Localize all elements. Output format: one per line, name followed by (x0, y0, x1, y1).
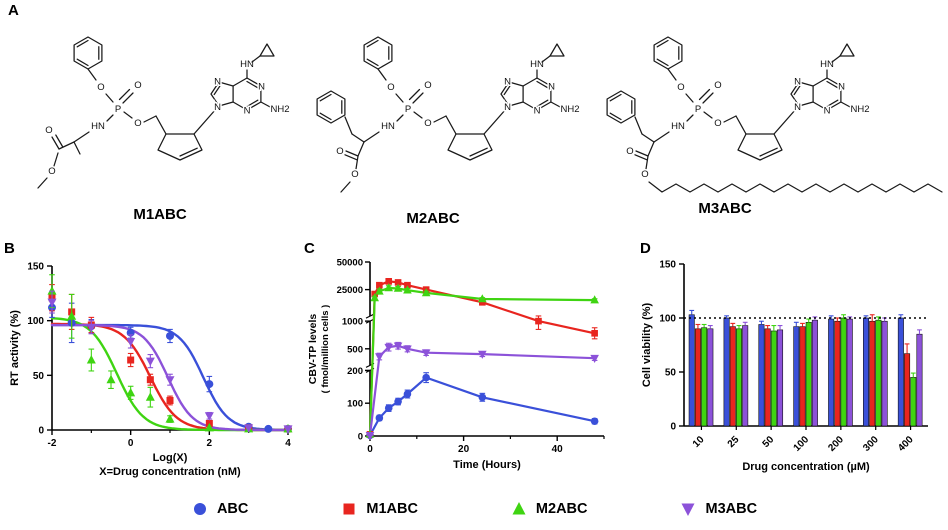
cell-viability-plot: 0 50 100 150 10 25 50 100 200 300 400 Drug concentr… (641, 260, 928, 473)
svg-text:O: O (351, 169, 358, 180)
svg-text:40: 40 (552, 444, 564, 455)
legend-label: M2ABC (535, 501, 588, 517)
svg-text:RT activity (%): RT activity (%) (9, 310, 21, 386)
svg-text:100: 100 (659, 314, 676, 325)
svg-text:500: 500 (347, 344, 363, 355)
svg-text:O: O (45, 125, 52, 136)
molecule-m3abc-label: M3ABC (698, 200, 752, 217)
svg-text:Drug concentration (µM): Drug concentration (µM) (742, 461, 870, 473)
svg-text:1000: 1000 (342, 317, 363, 328)
svg-text:100: 100 (792, 434, 812, 454)
svg-text:10: 10 (691, 434, 707, 450)
svg-text:CBV-TP levels: CBV-TP levels (307, 314, 319, 385)
legend-item-m3abc: M3ABC (679, 501, 757, 517)
legend-label: M1ABC (366, 501, 418, 517)
svg-text:200: 200 (826, 434, 846, 454)
legend-item-m2abc: M2ABC (510, 501, 588, 517)
svg-text:-2: -2 (48, 438, 57, 449)
legend-item-abc: ABC (191, 501, 248, 517)
svg-text:O: O (48, 166, 55, 177)
svg-text:50: 50 (665, 368, 677, 379)
svg-text:Log(X): Log(X) (153, 452, 188, 464)
svg-text:25000: 25000 (337, 285, 363, 296)
svg-text:200: 200 (347, 366, 363, 377)
svg-text:0: 0 (358, 432, 363, 443)
legend-marker-triangle-up (512, 502, 526, 515)
molecule-m1abc-label: M1ABC (133, 206, 187, 223)
svg-text:400: 400 (896, 434, 916, 454)
svg-text:Time (Hours): Time (Hours) (453, 459, 521, 471)
panel-a-structures: HN NH2 N N N N O P O O HN (37, 0, 943, 193)
svg-text:100: 100 (27, 316, 44, 327)
panel-b-label: B (4, 240, 15, 257)
legend-label: M3ABC (705, 501, 758, 517)
svg-text:300: 300 (861, 434, 881, 454)
svg-text:O: O (641, 169, 648, 180)
cell-viability-chart: 0 50 100 150 10 25 50 100 200 300 400 Drug concentr… (641, 260, 928, 473)
molecule-m1abc-structure: O O (37, 37, 290, 189)
svg-text:150: 150 (659, 260, 676, 271)
svg-text:50: 50 (761, 434, 777, 450)
svg-text:25: 25 (726, 434, 742, 450)
svg-text:20: 20 (458, 444, 470, 455)
svg-text:0: 0 (367, 444, 373, 455)
molecule-m3abc-structure: O O (606, 37, 943, 193)
svg-text:( fmol/million cells ): ( fmol/million cells ) (320, 305, 331, 394)
legend-item-m1abc: M1ABC (340, 501, 418, 517)
figure-legend: ABC M1ABC M2ABC M3ABC (0, 501, 948, 517)
svg-text:50: 50 (33, 371, 45, 382)
rt-activity-plot: -2 0 2 4 0 50 100 150 Log(X) X=Drug concentration… (9, 262, 293, 478)
svg-text:4: 4 (285, 438, 291, 449)
svg-text:X=Drug concentration (nM): X=Drug concentration (nM) (99, 466, 241, 478)
svg-text:100: 100 (347, 399, 363, 410)
legend-marker-square (343, 503, 355, 515)
legend-marker-circle (193, 503, 206, 515)
svg-text:O: O (336, 146, 343, 157)
molecule-m2abc-label: M2ABC (406, 210, 460, 227)
molecule-m2abc-structure: O O (316, 37, 579, 193)
alkyl-chain (648, 181, 943, 193)
cbv-tp-plot: 0 100 200 500 1000 25000 50000 0 20 40 Time (Hours… (307, 258, 605, 471)
svg-text:O: O (626, 146, 633, 157)
panel-d-label: D (640, 240, 651, 257)
cbv-tp-levels-chart: 0 100 200 500 1000 25000 50000 0 20 40 Time (Hours… (307, 258, 605, 471)
legend-marker-triangle-down (681, 503, 695, 516)
svg-text:0: 0 (128, 438, 134, 449)
svg-text:0: 0 (670, 422, 676, 433)
rt-activity-chart: -2 0 2 4 0 50 100 150 Log(X) X=Drug concentration… (9, 262, 293, 478)
svg-text:50000: 50000 (337, 258, 363, 269)
panel-a-label: A (8, 2, 19, 19)
legend-label: ABC (216, 501, 249, 517)
panel-c-label: C (304, 240, 315, 257)
svg-text:Cell viability (%): Cell viability (%) (641, 302, 653, 387)
svg-text:150: 150 (27, 262, 44, 273)
svg-text:2: 2 (207, 438, 213, 449)
svg-text:0: 0 (38, 426, 44, 437)
